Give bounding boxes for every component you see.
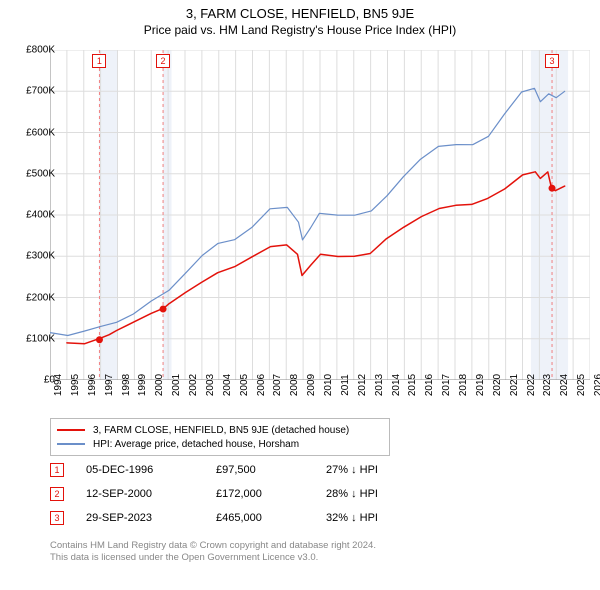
x-tick-label: 1994 xyxy=(53,374,64,396)
x-tick-label: 1995 xyxy=(70,374,81,396)
x-tick-label: 2013 xyxy=(374,374,385,396)
x-tick-label: 2011 xyxy=(340,374,351,396)
x-tick-label: 2021 xyxy=(509,374,520,396)
x-tick-label: 2025 xyxy=(576,374,587,396)
sale-date: 05-DEC-1996 xyxy=(86,464,216,476)
chart-sale-marker: 2 xyxy=(156,54,170,68)
y-tick-label: £100K xyxy=(10,333,55,344)
x-tick-label: 2016 xyxy=(424,374,435,396)
x-tick-label: 2008 xyxy=(289,374,300,396)
sale-marker-badge: 2 xyxy=(50,487,64,501)
x-tick-label: 2010 xyxy=(323,374,334,396)
x-tick-label: 2006 xyxy=(256,374,267,396)
x-tick-label: 2002 xyxy=(188,374,199,396)
x-tick-label: 2024 xyxy=(559,374,570,396)
chart-plot-area xyxy=(50,50,590,380)
sale-event-row: 2 12-SEP-2000£172,00028% ↓ HPI xyxy=(50,482,426,506)
y-tick-label: £600K xyxy=(10,127,55,138)
sale-vs-hpi: 27% ↓ HPI xyxy=(326,464,426,476)
y-tick-label: £500K xyxy=(10,168,55,179)
sale-price: £97,500 xyxy=(216,464,326,476)
sale-event-row: 3 29-SEP-2023£465,00032% ↓ HPI xyxy=(50,506,426,530)
x-tick-label: 2005 xyxy=(239,374,250,396)
x-tick-label: 2003 xyxy=(205,374,216,396)
x-tick-label: 2026 xyxy=(593,374,600,396)
x-tick-label: 2001 xyxy=(171,374,182,396)
chart-container: 3, FARM CLOSE, HENFIELD, BN5 9JE Price p… xyxy=(0,0,600,590)
x-tick-label: 2023 xyxy=(542,374,553,396)
legend-swatch xyxy=(57,429,85,431)
sale-marker-badge: 1 xyxy=(50,463,64,477)
chart-sale-marker: 1 xyxy=(92,54,106,68)
chart-svg xyxy=(50,50,590,380)
x-tick-label: 2018 xyxy=(458,374,469,396)
footer-line-1: Contains HM Land Registry data © Crown c… xyxy=(50,540,376,552)
x-tick-label: 2009 xyxy=(306,374,317,396)
x-tick-label: 2012 xyxy=(357,374,368,396)
x-tick-label: 1998 xyxy=(121,374,132,396)
legend-label: 3, FARM CLOSE, HENFIELD, BN5 9JE (detach… xyxy=(93,425,349,436)
footer-line-2: This data is licensed under the Open Gov… xyxy=(50,552,376,564)
sale-price: £465,000 xyxy=(216,512,326,524)
legend-item: 3, FARM CLOSE, HENFIELD, BN5 9JE (detach… xyxy=(57,423,383,437)
sale-date: 12-SEP-2000 xyxy=(86,488,216,500)
chart-subtitle: Price paid vs. HM Land Registry's House … xyxy=(0,23,600,37)
sale-vs-hpi: 28% ↓ HPI xyxy=(326,488,426,500)
y-tick-label: £200K xyxy=(10,292,55,303)
attribution-footer: Contains HM Land Registry data © Crown c… xyxy=(50,540,376,565)
legend-swatch xyxy=(57,443,85,445)
x-tick-label: 2015 xyxy=(407,374,418,396)
x-tick-label: 1996 xyxy=(87,374,98,396)
y-tick-label: £300K xyxy=(10,251,55,262)
legend-label: HPI: Average price, detached house, Hors… xyxy=(93,439,299,450)
legend: 3, FARM CLOSE, HENFIELD, BN5 9JE (detach… xyxy=(50,418,390,456)
x-tick-label: 2014 xyxy=(391,374,402,396)
chart-title-address: 3, FARM CLOSE, HENFIELD, BN5 9JE xyxy=(0,6,600,21)
sale-marker-badge: 3 xyxy=(50,511,64,525)
x-tick-label: 2017 xyxy=(441,374,452,396)
sale-event-row: 1 05-DEC-1996£97,50027% ↓ HPI xyxy=(50,458,426,482)
x-tick-label: 1997 xyxy=(104,374,115,396)
y-tick-label: £800K xyxy=(10,45,55,56)
x-tick-label: 2022 xyxy=(526,374,537,396)
x-tick-label: 2019 xyxy=(475,374,486,396)
y-tick-label: £0 xyxy=(10,375,55,386)
x-tick-label: 2007 xyxy=(272,374,283,396)
x-tick-label: 1999 xyxy=(137,374,148,396)
sale-vs-hpi: 32% ↓ HPI xyxy=(326,512,426,524)
sale-date: 29-SEP-2023 xyxy=(86,512,216,524)
y-tick-label: £700K xyxy=(10,86,55,97)
legend-item: HPI: Average price, detached house, Hors… xyxy=(57,437,383,451)
x-tick-label: 2020 xyxy=(492,374,503,396)
x-tick-label: 2000 xyxy=(154,374,165,396)
sale-price: £172,000 xyxy=(216,488,326,500)
x-tick-label: 2004 xyxy=(222,374,233,396)
sale-events-table: 1 05-DEC-1996£97,50027% ↓ HPI 2 12-SEP-2000… xyxy=(50,458,426,530)
chart-sale-marker: 3 xyxy=(545,54,559,68)
y-tick-label: £400K xyxy=(10,210,55,221)
title-block: 3, FARM CLOSE, HENFIELD, BN5 9JE Price p… xyxy=(0,0,600,37)
